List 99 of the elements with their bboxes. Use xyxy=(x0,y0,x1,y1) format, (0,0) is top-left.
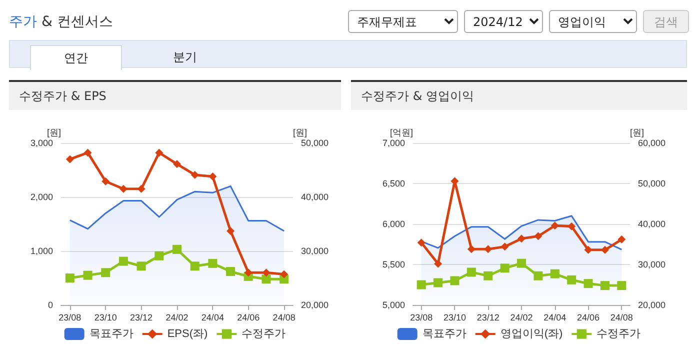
y2-tick-label: 60,000 xyxy=(638,138,666,148)
x-tick-label: 23/08 xyxy=(58,312,82,322)
legend-label: 수정주가 xyxy=(596,328,641,340)
chart-title: 수정주가 & 영업이익 xyxy=(351,82,687,110)
point xyxy=(118,256,128,266)
point xyxy=(517,258,526,268)
x-tick-label: 24/02 xyxy=(166,312,188,322)
point xyxy=(467,245,476,254)
point xyxy=(416,280,426,290)
text: 영업이익 xyxy=(549,10,637,33)
point xyxy=(83,270,92,280)
point xyxy=(280,270,288,278)
x-tick-label: 24/04 xyxy=(201,312,224,322)
x-tick-label: 24/02 xyxy=(510,312,533,322)
y-tick-label: 6,000 xyxy=(382,219,405,229)
point xyxy=(208,258,218,268)
x-tick-label: 24/06 xyxy=(577,312,600,322)
y2-tick-label: 30,000 xyxy=(301,246,329,256)
point xyxy=(262,274,271,284)
point xyxy=(500,264,510,273)
text: 주가 & 컨센서스 xyxy=(9,13,113,31)
y-tick-label: 0 xyxy=(48,300,53,310)
y2-tick-label: 40,000 xyxy=(638,219,666,229)
y2-tick-label: 50,000 xyxy=(638,178,666,188)
point xyxy=(518,234,526,243)
legend-label: 목표주가 xyxy=(89,328,134,340)
point xyxy=(136,262,146,271)
x-tick-label: 23/08 xyxy=(410,312,433,322)
point xyxy=(550,222,559,230)
point xyxy=(550,269,560,278)
point xyxy=(65,274,74,282)
point xyxy=(417,238,426,247)
x-tick-label: 23/10 xyxy=(94,312,117,322)
point xyxy=(434,260,442,268)
point xyxy=(584,279,593,288)
point xyxy=(434,278,443,288)
y2-tick-label: 50,000 xyxy=(301,138,329,148)
point xyxy=(226,267,236,276)
x-tick-label: 24/08 xyxy=(272,312,296,322)
x-tick-label: 23/12 xyxy=(476,312,500,322)
point xyxy=(244,268,252,277)
y-tick-label: 6,500 xyxy=(382,178,405,188)
point xyxy=(618,235,626,244)
y-tick-label: 5,500 xyxy=(382,260,405,270)
point xyxy=(534,232,542,240)
point xyxy=(102,177,110,186)
point xyxy=(155,148,164,157)
point xyxy=(450,276,460,286)
point xyxy=(208,172,217,180)
y2-tick-label: 40,000 xyxy=(301,192,329,202)
point xyxy=(172,244,182,254)
point xyxy=(190,262,200,271)
point xyxy=(66,155,74,164)
point xyxy=(484,271,493,280)
y2-tick-label: 30,000 xyxy=(638,260,666,270)
point xyxy=(154,251,164,260)
y-tick-label: 1,000 xyxy=(30,246,53,256)
y2-axis-title: [원] xyxy=(630,128,644,138)
point xyxy=(84,148,92,157)
y-tick-label: 5,000 xyxy=(382,300,405,310)
x-tick-label: 23/12 xyxy=(130,312,153,322)
legend-label: 영업이익(좌) xyxy=(500,328,563,340)
y2-tick-label: 20,000 xyxy=(301,300,329,310)
point xyxy=(101,268,110,278)
x-tick-label: 23/10 xyxy=(443,312,466,322)
y-tick-label: 3,000 xyxy=(30,138,53,148)
point xyxy=(190,170,199,179)
text: 검색 xyxy=(643,10,689,33)
point xyxy=(600,281,610,290)
y-tick-label: 2,000 xyxy=(30,192,53,202)
y-tick-label: 7,000 xyxy=(382,138,405,148)
point xyxy=(568,222,576,230)
point xyxy=(226,227,235,236)
point xyxy=(534,271,543,280)
point xyxy=(584,246,592,254)
x-tick-label: 24/06 xyxy=(237,312,260,322)
point xyxy=(466,268,476,277)
x-tick-label: 24/08 xyxy=(610,312,633,322)
legend-label: EPS(좌) xyxy=(167,328,208,340)
legend-label: 목표주가 xyxy=(422,328,466,340)
point xyxy=(262,268,270,277)
point xyxy=(137,184,146,193)
text: 주재무제표 xyxy=(348,10,458,33)
point xyxy=(567,275,576,284)
y2-axis-title: [원] xyxy=(293,128,308,138)
text: 2024/12 xyxy=(464,10,543,33)
text: 연간 xyxy=(30,45,122,70)
y-axis-title: [원] xyxy=(46,128,61,138)
point xyxy=(119,184,128,193)
chart-title: 수정주가 & EPS xyxy=(9,82,341,110)
legend-label: 수정주가 xyxy=(242,328,286,340)
point xyxy=(500,242,509,251)
y-axis-title: [억원] xyxy=(390,128,413,138)
text: 분기 xyxy=(172,49,198,66)
point xyxy=(617,281,626,290)
point xyxy=(173,160,181,168)
x-tick-label: 24/04 xyxy=(544,312,566,322)
y2-tick-label: 20,000 xyxy=(638,300,666,310)
point xyxy=(484,245,492,254)
